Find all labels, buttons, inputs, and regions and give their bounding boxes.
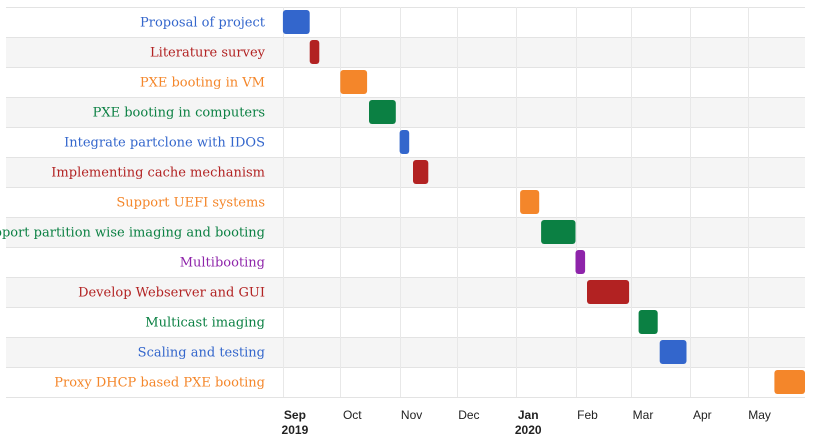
task-bar[interactable] [413, 160, 429, 184]
row-background [6, 307, 805, 337]
task-label: Implementing cache mechanism [51, 166, 265, 181]
task-label: Multibooting [180, 256, 265, 271]
row-background [6, 217, 805, 247]
month-tick-label: Jan [518, 408, 539, 422]
task-bar[interactable] [575, 250, 586, 274]
task-label: Support UEFI systems [116, 196, 265, 211]
task-bars [282, 10, 805, 394]
task-bar[interactable] [309, 40, 320, 64]
row-background [6, 247, 805, 277]
task-bar[interactable] [399, 130, 410, 154]
task-label: Support partition wise imaging and booti… [0, 226, 265, 241]
task-bar[interactable] [774, 370, 805, 394]
task-label: Develop Webserver and GUI [78, 286, 265, 301]
task-label: Multicast imaging [145, 316, 265, 331]
task-bar[interactable] [369, 100, 396, 124]
gridlines [6, 7, 805, 398]
task-bar[interactable] [659, 340, 687, 364]
month-tick-label: Apr [693, 408, 712, 422]
task-labels: Proposal of project Literature survey PXE … [0, 16, 266, 391]
row-background [6, 187, 805, 217]
month-tick-label: Dec [458, 408, 479, 422]
row-background [6, 67, 805, 97]
task-label: PXE booting in VM [140, 76, 265, 91]
task-bar[interactable] [520, 190, 540, 214]
task-bar[interactable] [638, 310, 658, 334]
task-bar[interactable] [541, 220, 576, 244]
month-tick-label: Mar [633, 408, 654, 422]
month-tick-label: May [748, 408, 771, 422]
month-tick-label: Feb [577, 408, 598, 422]
year-tick-label: 2019 [282, 423, 309, 437]
row-background [6, 97, 805, 127]
month-tick-label: Nov [401, 408, 422, 422]
task-label: Integrate partclone with IDOS [64, 136, 265, 151]
row-background [6, 157, 805, 187]
task-label: Literature survey [150, 46, 266, 61]
row-background [6, 277, 805, 307]
row-background [6, 7, 805, 37]
task-label: PXE booting in computers [93, 106, 265, 121]
task-bar[interactable] [282, 10, 310, 34]
task-bar[interactable] [340, 70, 368, 94]
task-label: Proxy DHCP based PXE booting [54, 376, 265, 391]
task-label: Scaling and testing [138, 346, 265, 361]
year-tick-label: 2020 [515, 423, 542, 437]
task-bar[interactable] [587, 280, 630, 304]
month-tick-label: Oct [343, 408, 362, 422]
month-tick-label: Sep [284, 408, 306, 422]
row-background [6, 37, 805, 67]
task-label: Proposal of project [140, 16, 266, 31]
row-background [6, 367, 805, 397]
